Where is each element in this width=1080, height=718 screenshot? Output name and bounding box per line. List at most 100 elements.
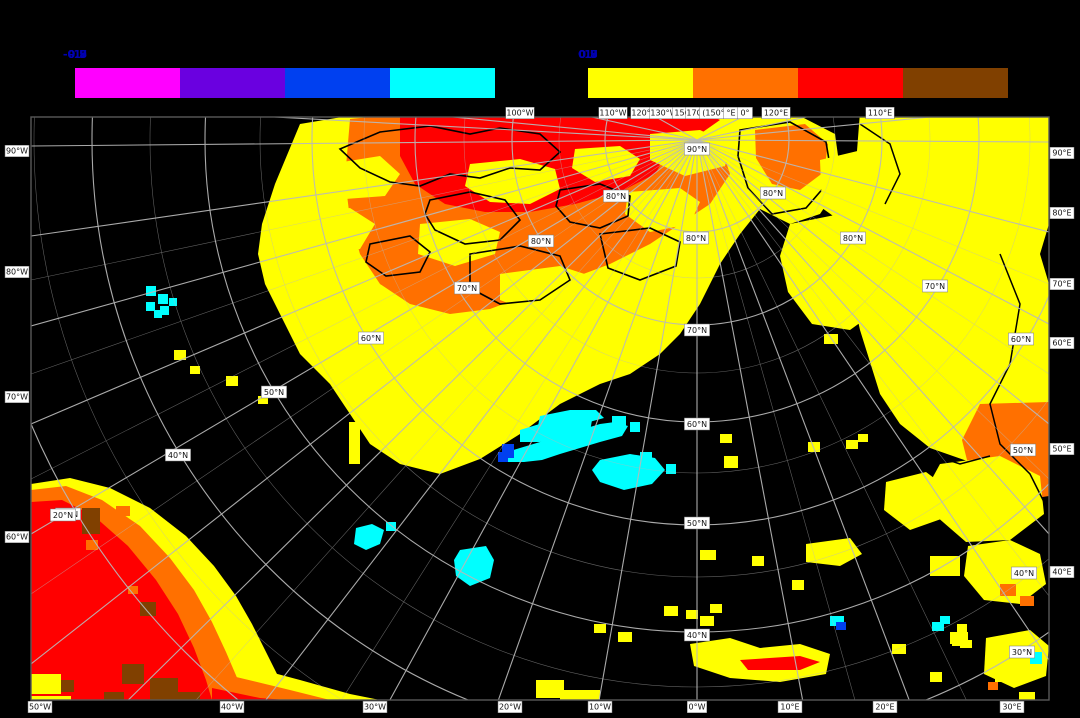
colorbar-right-tick-2: 0.8	[578, 48, 598, 61]
colorbar-right-segment-1	[693, 68, 798, 98]
bottom-axis-label-2: 30°W	[364, 703, 386, 712]
colorbar-left-swatches	[75, 68, 495, 98]
graticule-label-7: 70°N	[687, 326, 707, 335]
bottom-axis-label-0: 50°W	[29, 703, 51, 712]
colorbar-right-segment-2	[798, 68, 903, 98]
graticule-label-8-box	[922, 279, 948, 293]
graticule-label-5-box	[840, 231, 866, 245]
colorbar-left-segment-2	[285, 68, 390, 98]
bottom-axis-label-6: 10°E	[780, 703, 799, 712]
right-axis-label-3-box	[1049, 337, 1075, 349]
positive-correlation-colorbar: 0.5 0.7 0.8 0.9 1	[578, 48, 1008, 100]
right-axis-label-3: 60°E	[1052, 339, 1071, 348]
bottom-axis-label-8: 30°E	[1002, 703, 1021, 712]
graticule-label-10: 60°N	[687, 420, 707, 429]
region-tropical-atlantic	[31, 478, 380, 700]
axis-tick-labels: 100°W110°W120°W130°W150170°W(150°E°E0°12…	[4, 107, 1075, 713]
colorbar-left-tick-2: -0.8	[62, 48, 88, 61]
top-axis-label-0-box	[505, 107, 535, 119]
bottom-axis-label-7: 20°E	[875, 703, 894, 712]
bottom-axis-label-2-box	[362, 701, 388, 713]
graticule-label-12: 50°N	[264, 388, 284, 397]
graticule-label-19: 30°N	[1012, 648, 1032, 657]
colorbar-right-segment-3	[903, 68, 1008, 98]
top-axis-label-9-box	[761, 107, 791, 119]
graticule-label-4-box	[683, 231, 709, 245]
right-axis-label-5-box	[1049, 566, 1075, 578]
graticule-label-8: 70°N	[925, 282, 945, 291]
graticule-label-11-box	[1008, 332, 1034, 346]
left-axis-label-1: 80°W	[6, 268, 28, 277]
bottom-axis-label-7-box	[872, 701, 898, 713]
colorbar-right-swatches	[588, 68, 1008, 98]
graticule-label-13-box	[684, 516, 710, 530]
top-axis-label-8-box	[737, 107, 753, 119]
graticule-label-15: 40°N	[168, 451, 188, 460]
left-axis-label-3-box	[4, 531, 30, 543]
left-axis-label-2: 70°W	[6, 393, 28, 402]
graticule-label-3: 80°N	[531, 237, 551, 246]
graticule-label-7-box	[684, 323, 710, 337]
bottom-axis-label-5-box	[687, 701, 707, 713]
colorbar-left-tick-1: -0.9	[62, 48, 88, 61]
colorbar-right-tick-0: 0.5	[578, 48, 598, 61]
graticule-label-17-box	[1011, 566, 1037, 580]
right-axis-label-1: 80°E	[1052, 209, 1071, 218]
right-axis-label-1-box	[1049, 207, 1075, 219]
bottom-axis-label-3-box	[497, 701, 523, 713]
graticule-label-3-box	[528, 234, 554, 248]
left-axis-label-0: 90°W	[6, 147, 28, 156]
bottom-axis-label-1-box	[219, 701, 245, 713]
graticule-label-9: 60°N	[361, 334, 381, 343]
coastline-siberia	[859, 123, 1046, 505]
top-axis-label-10-box	[865, 107, 895, 119]
graticule-label-15-box	[165, 448, 191, 462]
graticule-labels: 90°N 80°N 80°N 80°N 80°N 80°N 70°N 70°N 70°N 60°N…	[50, 142, 1037, 659]
graticule-label-1-box	[603, 189, 629, 203]
right-axis-label-4-box	[1049, 443, 1075, 455]
colorbar-left-tick-3: -0.7	[62, 48, 88, 61]
graticule-label-16: 40°N	[687, 631, 707, 640]
left-axis-label-2-box	[4, 391, 30, 403]
right-axis-label-5: 40°E	[1052, 568, 1071, 577]
graticule-label-5: 80°N	[843, 234, 863, 243]
graticule-label-10-box	[684, 417, 710, 431]
graticule-label-12-box	[261, 385, 287, 399]
right-axis-label-0-box	[1049, 147, 1075, 159]
colorbar-left-segment-1	[180, 68, 285, 98]
bottom-axis-label-6-box	[777, 701, 803, 713]
graticule-label-14-box	[1010, 443, 1036, 457]
graticule-label-19-box	[1009, 645, 1035, 659]
graticule-label-17: 40°N	[1014, 569, 1034, 578]
top-axis-label-10: 110°E	[868, 109, 892, 118]
top-axis-label-0: 100°W	[506, 109, 533, 118]
colorbar-right-segment-0	[588, 68, 693, 98]
bottom-axis-label-8-box	[999, 701, 1025, 713]
graticule-label-1: 80°N	[606, 192, 626, 201]
top-axis-label-9: 120°E	[764, 109, 788, 118]
graticule-label-6: 70°N	[457, 284, 477, 293]
top-axis-label-1: 110°W	[599, 109, 626, 118]
map-panel: 90°N 80°N 80°N 80°N 80°N 80°N 70°N 70°N 70°N 60°N…	[0, 104, 1080, 718]
graticule-label-20-box	[50, 508, 76, 522]
graticule-label-9-box	[358, 331, 384, 345]
colorbar-left-tick-4: -0.5	[62, 48, 88, 61]
colorbar-right-tick-3: 0.9	[578, 48, 598, 61]
colorbar-left-segment-3	[390, 68, 495, 98]
top-axis-label-2: 120°W	[631, 109, 658, 118]
graticule-label-2-box	[760, 186, 786, 200]
bottom-axis-label-4-box	[587, 701, 613, 713]
left-axis-label-3: 60°W	[6, 533, 28, 542]
right-axis-label-2-box	[1049, 278, 1075, 290]
left-axis-label-1-box	[4, 266, 30, 278]
colorbar-left-tick-0: -1	[68, 48, 82, 61]
top-axis-label-6: (150°E	[702, 109, 729, 118]
graticule-label-13: 50°N	[687, 519, 707, 528]
bottom-axis-label-3: 20°W	[499, 703, 521, 712]
graticule-label-20: 20°N	[53, 511, 73, 520]
right-axis-label-0: 90°E	[1052, 149, 1071, 158]
colorbar-right-tick-1: 0.7	[578, 48, 598, 61]
graticule-label-0-box	[684, 142, 710, 156]
map-frame	[30, 116, 1050, 701]
top-axis-label-8: 0°	[740, 109, 749, 118]
